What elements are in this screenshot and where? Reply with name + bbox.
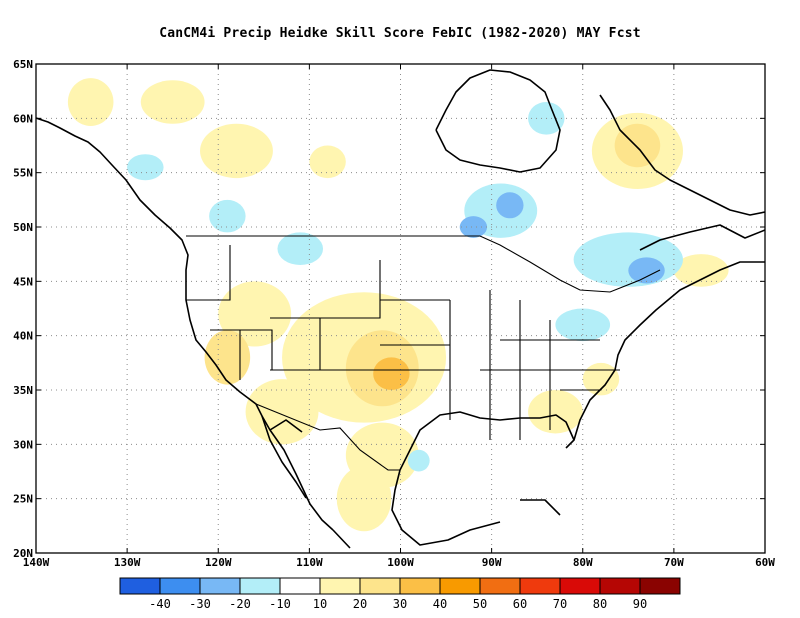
labrador-coast xyxy=(599,94,765,216)
colorbar-swatch-8 xyxy=(439,577,481,595)
colorbar-swatch-2 xyxy=(199,577,241,595)
plot-title: CanCM4i Precip Heidke Skill Score FebIC … xyxy=(159,26,641,41)
colorbar-swatch-12 xyxy=(599,577,641,595)
lat-tick-label: 20N xyxy=(13,547,33,560)
lon-tick-label: 90W xyxy=(482,556,502,569)
skill-region-5 xyxy=(614,123,661,168)
atlantic-coastline xyxy=(573,261,765,441)
skill-region-19 xyxy=(459,216,488,238)
skill-region-1 xyxy=(140,80,205,124)
colorbar-label: 10 xyxy=(313,597,327,611)
colorbar-swatch-4 xyxy=(279,577,321,595)
skill-region-16 xyxy=(673,254,729,287)
skill-region-26 xyxy=(407,449,430,472)
colorbar-swatch-5 xyxy=(319,577,361,595)
lat-tick-label: 30N xyxy=(13,438,33,451)
lon-tick-label: 130W xyxy=(114,556,141,569)
colorbar-swatch-6 xyxy=(359,577,401,595)
skill-region-20 xyxy=(573,232,683,287)
baja-peninsula xyxy=(261,415,307,499)
colorbar-label: 40 xyxy=(433,597,447,611)
skill-region-9 xyxy=(373,357,410,391)
colorbar-label: -40 xyxy=(149,597,171,611)
lat-tick-label: 50N xyxy=(13,221,33,234)
hudson-bay-coast xyxy=(435,69,561,173)
colorbar-label: 30 xyxy=(393,597,407,611)
colorbar-label: -20 xyxy=(229,597,251,611)
skill-region-0 xyxy=(67,78,114,126)
skill-region-25 xyxy=(277,232,324,266)
colorbar-swatch-13 xyxy=(639,577,681,595)
mexico-east-coast xyxy=(391,469,561,546)
skill-region-2 xyxy=(200,123,273,179)
colorbar-swatch-3 xyxy=(239,577,281,595)
state-province-borders xyxy=(186,235,661,471)
lon-tick-label: 80W xyxy=(573,556,593,569)
skill-region-13 xyxy=(336,466,392,532)
coastlines-and-borders xyxy=(36,69,765,549)
skill-region-10 xyxy=(245,379,319,445)
us-canada-border xyxy=(186,235,661,293)
colorbar-label: 80 xyxy=(593,597,607,611)
gulf-coastline xyxy=(332,411,575,549)
skill-region-21 xyxy=(628,257,665,284)
skill-fill-layer xyxy=(67,78,729,532)
skill-region-15 xyxy=(582,362,620,396)
lat-tick-label: 25N xyxy=(13,493,33,506)
skill-region-11 xyxy=(204,330,251,385)
colorbar-label: 20 xyxy=(353,597,367,611)
skill-region-18 xyxy=(496,192,524,219)
lon-tick-label: 140W xyxy=(23,556,50,569)
colorbar-swatch-1 xyxy=(159,577,201,595)
colorbar-swatch-0 xyxy=(119,577,161,595)
colorbar-label: 90 xyxy=(633,597,647,611)
colorbar-label: 60 xyxy=(513,597,527,611)
skill-region-3 xyxy=(309,145,346,179)
colorbar-label: -30 xyxy=(189,597,211,611)
lat-tick-label: 45N xyxy=(13,275,33,288)
skill-region-24 xyxy=(127,154,164,181)
lat-tick-label: 60N xyxy=(13,112,33,125)
colorbar-label: 70 xyxy=(553,597,567,611)
colorbar-label: -10 xyxy=(269,597,291,611)
skill-region-23 xyxy=(209,199,246,233)
lon-tick-label: 60W xyxy=(755,556,775,569)
colorbar-swatch-11 xyxy=(559,577,601,595)
colorbar: -40 -30 -20 -10 10 20 30 40 50 60 70 80 90 xyxy=(119,577,681,611)
us-state-lines-east xyxy=(449,290,620,440)
colorbar-swatch-9 xyxy=(479,577,521,595)
lat-tick-label: 65N xyxy=(13,58,33,71)
lat-tick-label: 35N xyxy=(13,384,33,397)
lon-tick-label: 110W xyxy=(296,556,323,569)
skill-region-14 xyxy=(528,390,583,434)
lon-tick-label: 120W xyxy=(205,556,232,569)
colorbar-swatch-10 xyxy=(519,577,561,595)
gulf-st-lawrence xyxy=(639,224,765,251)
colorbar-label: 50 xyxy=(473,597,487,611)
us-state-lines-west xyxy=(186,245,450,380)
lat-tick-label: 40N xyxy=(13,330,33,343)
lon-tick-label: 100W xyxy=(387,556,414,569)
lon-tick-label: 70W xyxy=(664,556,684,569)
colorbar-swatch-7 xyxy=(399,577,441,595)
lat-tick-label: 55N xyxy=(13,167,33,180)
us-mexico-border xyxy=(255,403,400,471)
